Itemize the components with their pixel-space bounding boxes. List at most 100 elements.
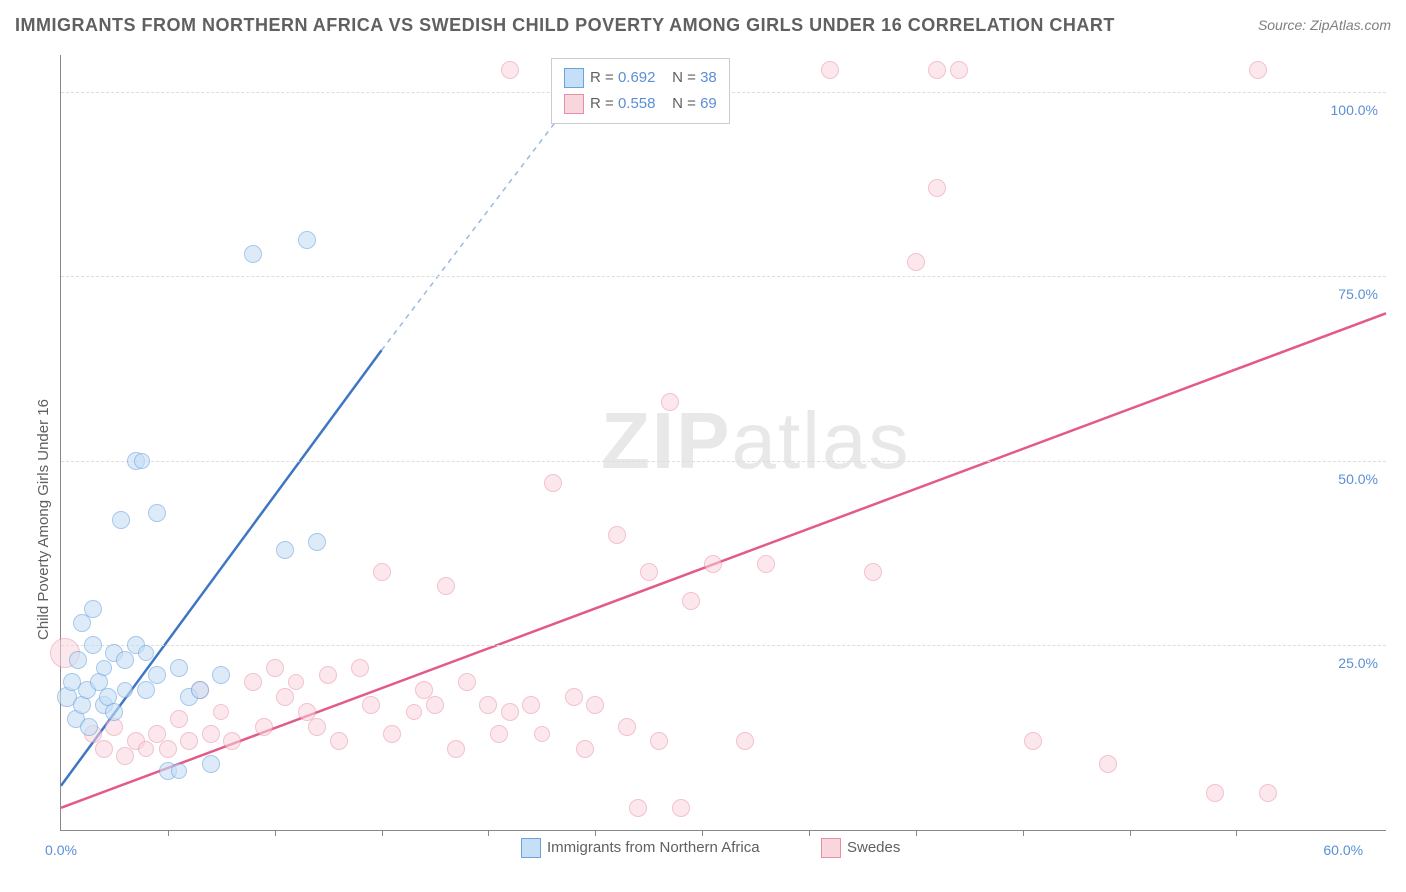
data-point [330, 732, 348, 750]
legend-swatch [521, 838, 541, 858]
x-tick [809, 830, 811, 836]
x-tick [382, 830, 384, 836]
data-point [362, 696, 380, 714]
legend-swatch [564, 68, 584, 88]
source-label: Source: ZipAtlas.com [1258, 17, 1391, 33]
gridline-h [61, 461, 1386, 462]
data-point [73, 614, 91, 632]
x-tick [488, 830, 490, 836]
data-point [148, 504, 166, 522]
data-point [69, 651, 87, 669]
data-point [223, 732, 241, 750]
data-point [276, 541, 294, 559]
data-point [244, 245, 262, 263]
data-point [202, 725, 220, 743]
x-tick [916, 830, 918, 836]
data-point [244, 673, 262, 691]
data-point [565, 688, 583, 706]
data-point [950, 61, 968, 79]
chart-title: IMMIGRANTS FROM NORTHERN AFRICA VS SWEDI… [15, 15, 1115, 35]
data-point [1099, 755, 1117, 773]
data-point [534, 726, 550, 742]
data-point [682, 592, 700, 610]
data-point [138, 741, 154, 757]
data-point [298, 231, 316, 249]
data-point [266, 659, 284, 677]
data-point [406, 704, 422, 720]
legend-row: R = 0.692 N = 38 [564, 65, 717, 91]
data-point [458, 673, 476, 691]
y-tick-label: 75.0% [1338, 286, 1378, 302]
data-point [137, 681, 155, 699]
data-point [202, 755, 220, 773]
data-point [522, 696, 540, 714]
data-point [704, 555, 722, 573]
series-legend-item: Swedes [821, 838, 900, 858]
data-point [159, 740, 177, 758]
data-point [661, 393, 679, 411]
data-point [351, 659, 369, 677]
data-point [479, 696, 497, 714]
legend-row: R = 0.558 N = 69 [564, 91, 717, 117]
data-point [116, 651, 134, 669]
data-point [170, 659, 188, 677]
data-point [212, 666, 230, 684]
series-legend-item: Immigrants from Northern Africa [521, 838, 760, 858]
gridline-h [61, 276, 1386, 277]
data-point [586, 696, 604, 714]
data-point [171, 763, 187, 779]
x-tick [1130, 830, 1132, 836]
legend-swatch [821, 838, 841, 858]
data-point [736, 732, 754, 750]
data-point [180, 732, 198, 750]
data-point [672, 799, 690, 817]
data-point [373, 563, 391, 581]
data-point [576, 740, 594, 758]
data-point [1024, 732, 1042, 750]
data-point [640, 563, 658, 581]
data-point [112, 511, 130, 529]
data-point [501, 61, 519, 79]
data-point [426, 696, 444, 714]
y-tick-label: 100.0% [1331, 102, 1378, 118]
data-point [544, 474, 562, 492]
correlation-legend: R = 0.692 N = 38R = 0.558 N = 69 [551, 58, 730, 124]
data-point [117, 682, 133, 698]
data-point [501, 703, 519, 721]
data-point [170, 710, 188, 728]
x-tick [702, 830, 704, 836]
data-point [447, 740, 465, 758]
data-point [864, 563, 882, 581]
data-point [138, 645, 154, 661]
data-point [276, 688, 294, 706]
x-tick [1023, 830, 1025, 836]
data-point [1249, 61, 1267, 79]
data-point [907, 253, 925, 271]
y-tick-label: 50.0% [1338, 471, 1378, 487]
data-point [383, 725, 401, 743]
data-point [490, 725, 508, 743]
data-point [148, 666, 166, 684]
data-point [191, 681, 209, 699]
data-point [319, 666, 337, 684]
data-point [134, 453, 150, 469]
data-point [255, 718, 273, 736]
x-tick [275, 830, 277, 836]
data-point [105, 703, 123, 721]
data-point [437, 577, 455, 595]
data-point [1206, 784, 1224, 802]
x-tick [595, 830, 597, 836]
x-tick-label: 60.0% [1323, 842, 1363, 858]
data-point [96, 660, 112, 676]
data-point [288, 674, 304, 690]
data-point [650, 732, 668, 750]
y-axis-label: Child Poverty Among Girls Under 16 [35, 399, 52, 640]
x-tick-label: 0.0% [45, 842, 77, 858]
legend-swatch [564, 94, 584, 114]
x-tick [168, 830, 170, 836]
data-point [84, 600, 102, 618]
data-point [95, 740, 113, 758]
data-point [308, 533, 326, 551]
data-point [821, 61, 839, 79]
data-point [928, 179, 946, 197]
